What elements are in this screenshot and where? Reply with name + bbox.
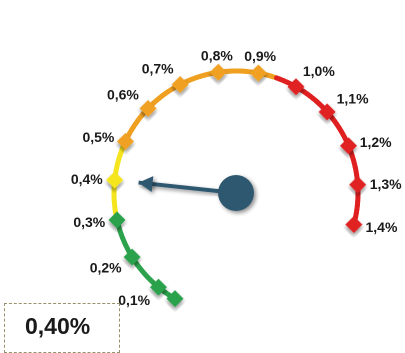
gauge-tick-label: 0,7% bbox=[142, 61, 174, 77]
value-display: 0,40% bbox=[25, 313, 90, 340]
gauge-svg: 0,1% 0,2% 0,3% 0,4% 0,5% 0,6%0,7% 0,8% 0,9% 1,0%… bbox=[0, 0, 405, 342]
gauge-tick-marker bbox=[349, 176, 366, 193]
gauge-tick-label: 1,1% bbox=[337, 90, 369, 106]
gauge-tick-label: 0,1% bbox=[118, 292, 150, 308]
gauge-tick-label: 1,3% bbox=[370, 176, 402, 192]
gauge-tick-label: 0,3% bbox=[73, 214, 105, 230]
gauge-tick-marker bbox=[250, 65, 267, 82]
gauge-tick-label: 0,5% bbox=[82, 129, 114, 145]
gauge-tick-label: 0,8% bbox=[201, 47, 233, 63]
gauge-tick-label: 1,4% bbox=[366, 219, 398, 235]
gauge-tick-label: 1,2% bbox=[360, 134, 392, 150]
value-display-box: 0,40% bbox=[4, 303, 120, 353]
gauge-tick-marker bbox=[340, 137, 357, 154]
gauge-tick-label: 0,4% bbox=[71, 171, 103, 187]
gauge-needle bbox=[139, 175, 254, 211]
gauge-tick-label: 0,9% bbox=[244, 48, 276, 64]
needle-hub bbox=[218, 175, 254, 211]
gauge-tick-label: 1,0% bbox=[303, 63, 335, 79]
gauge-tick-marker bbox=[345, 216, 362, 233]
gauge-tick-marker bbox=[106, 172, 123, 189]
needle-arrowhead bbox=[139, 176, 154, 192]
gauge-tick-marker bbox=[210, 64, 227, 81]
gauge-chart: 0,1% 0,2% 0,3% 0,4% 0,5% 0,6%0,7% 0,8% 0,9% 1,0%… bbox=[0, 0, 405, 342]
gauge-tick-marker bbox=[109, 211, 126, 228]
gauge-tick-marker bbox=[117, 133, 134, 150]
gauge-tick-label: 0,6% bbox=[107, 86, 139, 102]
gauge-tick-label: 0,2% bbox=[90, 259, 122, 275]
